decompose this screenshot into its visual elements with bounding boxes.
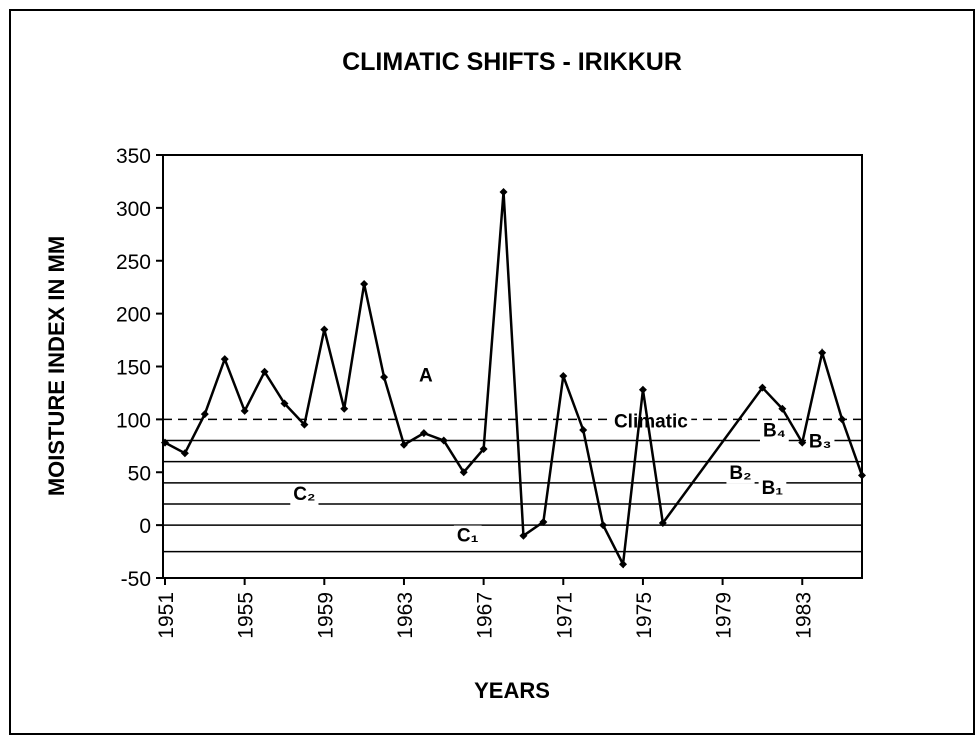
- data-line: [164, 191, 864, 569]
- reference-label: B₁: [762, 478, 784, 499]
- y-tick-label: 150: [116, 357, 151, 380]
- x-tick-label: 1975: [633, 592, 656, 639]
- x-tick-label: 1971: [553, 592, 576, 639]
- reference-label: Climatic: [614, 411, 688, 432]
- data-point: [360, 280, 369, 289]
- x-tick-label: 1955: [235, 592, 258, 639]
- data-point: [579, 425, 588, 434]
- data-point: [399, 440, 408, 449]
- y-axis-label: MOISTURE INDEX IN MM: [44, 236, 69, 496]
- reference-label: C₁: [457, 526, 479, 547]
- frame: [9, 9, 975, 735]
- data-point: [220, 355, 229, 364]
- label-bg: [726, 462, 755, 484]
- x-tick-label: 1967: [474, 592, 497, 639]
- reference-label: B₃: [809, 432, 832, 453]
- x-tick-label: 1963: [394, 592, 417, 639]
- data-point: [499, 188, 508, 197]
- reference-label: C₂: [293, 484, 315, 505]
- data-point: [320, 325, 329, 334]
- data-point: [240, 406, 249, 415]
- label-bg: [610, 411, 692, 433]
- x-tick-label: 1951: [155, 592, 178, 639]
- x-tick-label: 1983: [792, 592, 815, 639]
- data-point: [758, 383, 767, 392]
- label-bg: [290, 484, 319, 506]
- reference-label: B₂: [729, 463, 751, 484]
- x-axis-label: YEARS: [474, 678, 550, 703]
- data-point: [160, 438, 169, 447]
- reference-label: B₄: [763, 421, 786, 442]
- data-point: [599, 521, 608, 530]
- y-tick-label: 200: [116, 304, 151, 327]
- data-point: [778, 404, 787, 413]
- data-point: [180, 449, 189, 458]
- y-tick-label: -50: [121, 568, 151, 591]
- data-point: [479, 444, 488, 453]
- y-tick-label: 50: [128, 462, 151, 485]
- data-point: [459, 468, 468, 477]
- data-point: [619, 560, 628, 569]
- label-bg: [805, 431, 835, 453]
- data-point: [200, 410, 209, 419]
- x-tick-label: 1979: [713, 592, 736, 639]
- data-point: [838, 415, 847, 424]
- x-tick-label: 1959: [314, 592, 337, 639]
- data-point: [280, 399, 289, 408]
- y-tick-label: 0: [139, 515, 151, 538]
- chart-title: CLIMATIC SHIFTS - IRIKKUR: [342, 48, 682, 76]
- data-point: [539, 517, 548, 526]
- data-point: [818, 348, 827, 357]
- data-point: [658, 519, 667, 528]
- data-point: [559, 372, 568, 381]
- data-point: [439, 436, 448, 445]
- data-point: [798, 438, 807, 447]
- y-tick-label: 350: [116, 145, 151, 168]
- data-point: [260, 367, 269, 376]
- label-bg: [453, 525, 482, 547]
- data-point: [300, 420, 309, 429]
- data-point: [340, 404, 349, 413]
- label-bg: [758, 477, 787, 499]
- label-bg: [759, 420, 789, 442]
- zone-label: A: [419, 365, 433, 386]
- y-tick-label: 250: [116, 251, 151, 274]
- data-point: [519, 531, 528, 540]
- y-tick-label: 100: [116, 409, 151, 432]
- data-point: [419, 429, 428, 438]
- data-point: [638, 385, 647, 394]
- data-point: [858, 471, 866, 480]
- data-point: [380, 373, 389, 382]
- y-tick-label: 300: [116, 198, 151, 221]
